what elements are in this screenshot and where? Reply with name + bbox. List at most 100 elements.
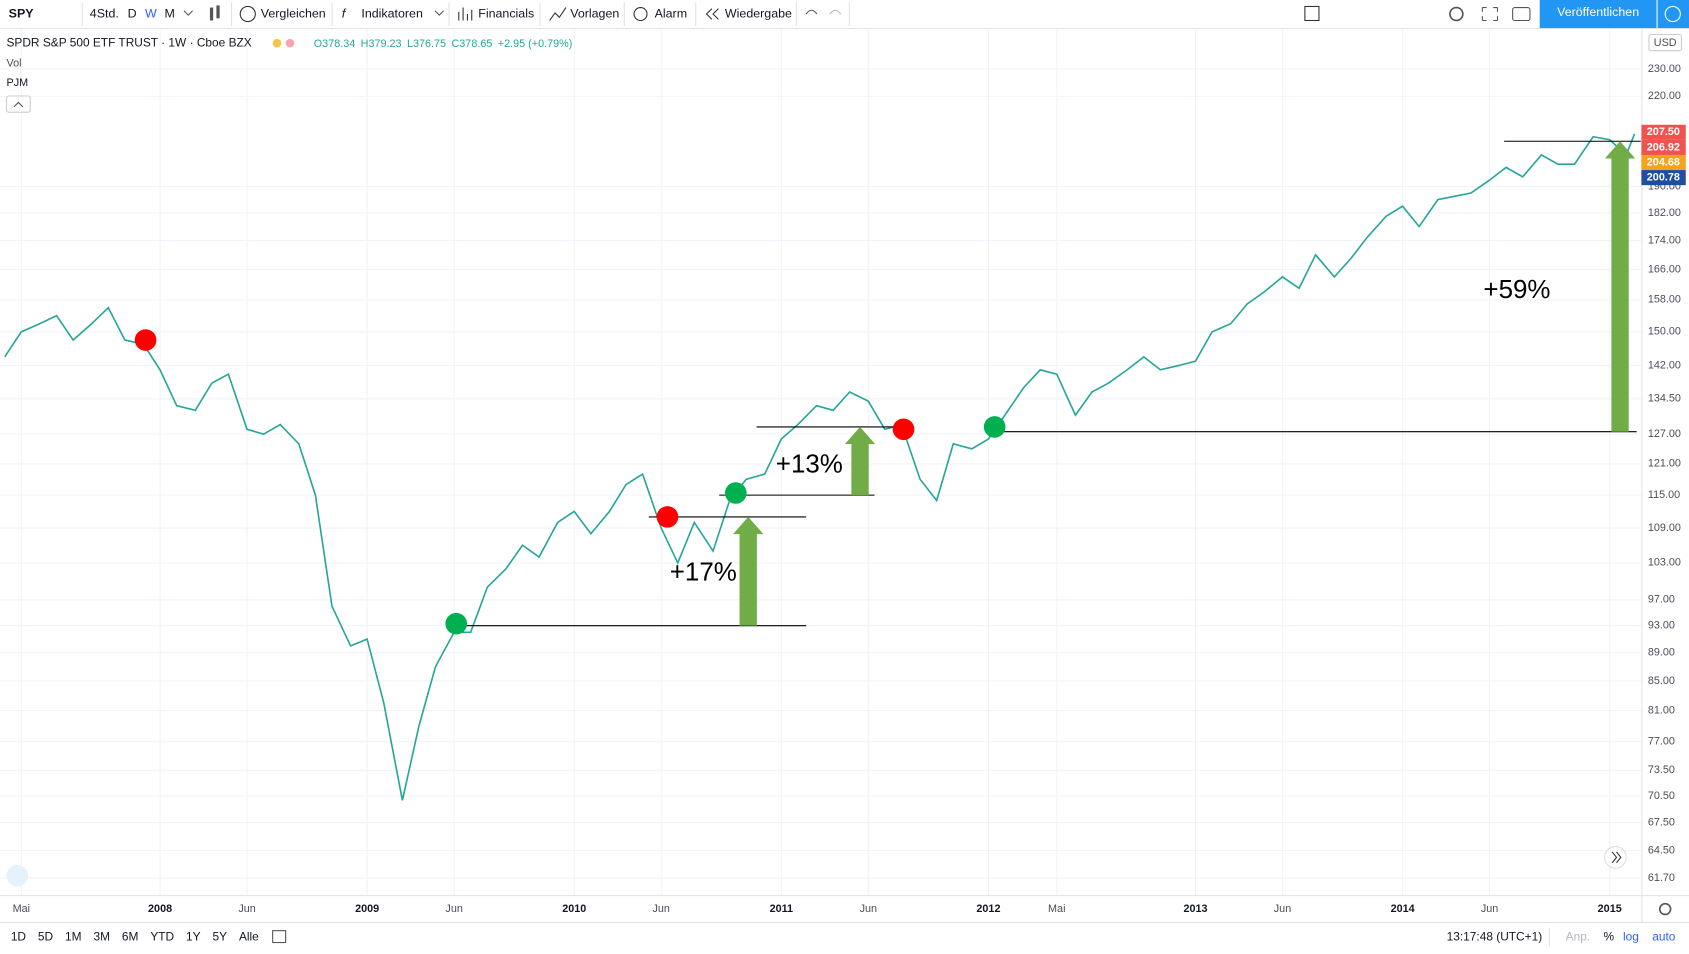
compare-button[interactable]: Vergleichen	[261, 6, 326, 20]
alarm-button[interactable]: Alarm	[655, 6, 687, 20]
dropdown-icon[interactable]	[183, 10, 193, 16]
range-button[interactable]: 5Y	[212, 929, 227, 943]
x-tick-label: 2015	[1598, 903, 1622, 915]
financials-icon[interactable]	[458, 7, 473, 21]
ohlc-value: O378.34	[314, 38, 355, 50]
period-m[interactable]: M	[164, 6, 174, 20]
settings-icon[interactable]	[1449, 6, 1464, 22]
scale-option[interactable]: %	[1604, 929, 1615, 943]
ohlc-value: C378.65	[451, 38, 492, 50]
fullscreen-icon[interactable]	[1481, 7, 1499, 22]
y-tick-label: 121.00	[1648, 458, 1681, 470]
financials-button[interactable]: Financials	[478, 6, 534, 20]
interval[interactable]: 4Std.	[90, 6, 119, 20]
publish-button-bg[interactable]	[1539, 0, 1657, 29]
price-line	[4, 133, 1636, 801]
y-tick-label: 220.00	[1648, 90, 1681, 102]
alarm-icon[interactable]	[633, 7, 648, 22]
screenshot-icon[interactable]	[1512, 7, 1531, 22]
currency-box[interactable]	[1648, 33, 1682, 52]
price-tag-label: 200.78	[1647, 171, 1680, 183]
plot-area: +17% +13% +59%	[0, 30, 1642, 896]
indicators-button[interactable]: Indikatoren	[361, 6, 423, 20]
signal-dot	[983, 416, 1006, 438]
scale-option[interactable]: Anp.	[1566, 929, 1590, 943]
x-tick-label: Jun	[1481, 903, 1498, 915]
y-tick-label: 89.00	[1648, 647, 1675, 659]
gain-arrow	[844, 426, 876, 496]
y-tick-label: 85.00	[1648, 675, 1675, 687]
signal-dot	[892, 418, 915, 441]
price-tag-label: 207.50	[1647, 126, 1680, 138]
y-tick-label: 158.00	[1648, 294, 1681, 306]
scale-option[interactable]: log	[1623, 929, 1639, 943]
price-tag	[1641, 170, 1686, 186]
axis-settings[interactable]	[1658, 902, 1672, 916]
replay-button[interactable]: Wiedergabe	[725, 6, 792, 20]
ohlc-value: +2.95 (+0.79%)	[498, 38, 573, 50]
y-tick-label: 97.00	[1648, 594, 1675, 606]
range-button[interactable]: 3M	[93, 929, 110, 943]
y-tick-label: 81.00	[1648, 704, 1675, 716]
y-tick-label: 73.50	[1648, 764, 1675, 776]
layout-icon[interactable]	[1304, 5, 1320, 22]
collapse-button[interactable]	[5, 95, 31, 113]
x-tick-label: 2013	[1183, 903, 1207, 915]
currency[interactable]: USD	[1654, 37, 1677, 49]
range-button[interactable]: 1M	[65, 929, 82, 943]
price-tag-label: 206.92	[1647, 141, 1680, 153]
price-tag	[1641, 154, 1686, 171]
scale-option[interactable]: auto	[1652, 929, 1676, 943]
range-button[interactable]: Alle	[239, 929, 259, 943]
fx-icon[interactable]: f	[342, 6, 347, 20]
range-button[interactable]: 1D	[11, 929, 26, 943]
symbol[interactable]: SPY	[9, 6, 35, 20]
range-button[interactable]: 1Y	[186, 929, 201, 943]
price-tag	[1641, 139, 1686, 155]
signal-dot	[724, 482, 747, 504]
range-button[interactable]: YTD	[150, 929, 174, 943]
ohlc-value: L376.75	[407, 38, 446, 50]
y-tick-label: 70.50	[1648, 790, 1675, 802]
y-tick-label: 64.50	[1648, 844, 1675, 856]
y-tick-label: 142.00	[1648, 359, 1681, 371]
x-tick-label: Mai	[13, 903, 30, 915]
clock[interactable]: 13:17:48 (UTC+1)	[1447, 929, 1543, 943]
templates-icon[interactable]	[549, 7, 567, 21]
templates-button[interactable]: Vorlagen	[570, 6, 619, 20]
gain-label: +59%	[1483, 276, 1550, 304]
range-button[interactable]: 6M	[122, 929, 139, 943]
price-tag-label: 204.68	[1647, 156, 1680, 168]
dropdown-icon[interactable]	[434, 10, 445, 16]
compare-icon[interactable]	[239, 5, 256, 23]
y-tick-label: 93.00	[1648, 620, 1675, 632]
x-tick-label: Jun	[238, 903, 255, 915]
scroll-button[interactable]	[1604, 846, 1627, 869]
price-tag	[1641, 124, 1686, 140]
date-range-icon[interactable]	[272, 930, 287, 944]
range-button[interactable]: 5D	[38, 929, 53, 943]
volume-label: Vol	[6, 57, 21, 69]
stream-icon	[1664, 5, 1681, 23]
indicator-label: PJM	[6, 77, 28, 89]
x-tick-label: Jun	[860, 903, 877, 915]
y-tick-label: 166.00	[1648, 263, 1681, 275]
chart-type-icon[interactable]	[209, 7, 214, 21]
undo-icon[interactable]	[805, 9, 818, 15]
y-tick-label: 109.00	[1648, 522, 1681, 534]
replay-icon[interactable]	[705, 8, 719, 20]
logo[interactable]	[6, 864, 29, 887]
gain-arrow	[733, 516, 764, 626]
publish-button[interactable]: Veröffentlichen	[1557, 5, 1639, 19]
redo-icon[interactable]	[829, 9, 842, 15]
y-tick-label: 182.00	[1648, 207, 1681, 219]
stream-button[interactable]	[1657, 0, 1689, 29]
y-tick-label: 103.00	[1648, 557, 1681, 569]
signal-dot	[656, 506, 679, 528]
x-tick-label: Mai	[1048, 903, 1065, 915]
y-tick-label: 67.50	[1648, 817, 1675, 829]
period-w[interactable]: W	[145, 6, 157, 20]
period-d[interactable]: D	[128, 6, 137, 20]
x-tick-label: 2011	[770, 903, 793, 915]
